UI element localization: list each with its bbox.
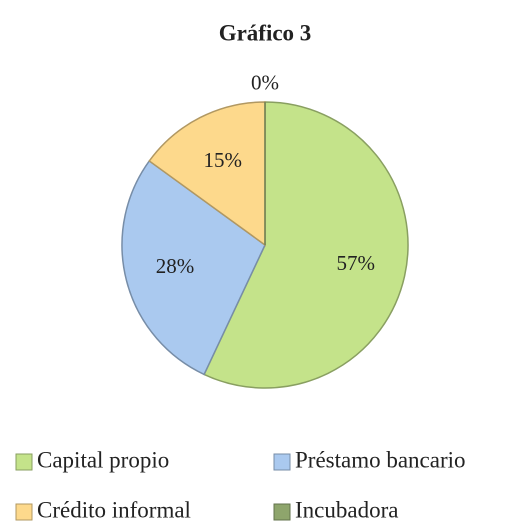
legend-swatch — [273, 503, 291, 521]
legend-swatch — [15, 503, 33, 521]
slice-label: 28% — [156, 254, 195, 278]
chart-title: Gráfico 3 — [219, 20, 312, 45]
legend-label: Capital propio — [37, 447, 169, 472]
slice-label: 57% — [336, 251, 375, 275]
slice-label: 0% — [251, 71, 279, 95]
legend-swatch — [15, 453, 33, 471]
legend-label: Incubadora — [295, 497, 398, 522]
legend-label: Préstamo bancario — [295, 447, 466, 472]
slice-label: 15% — [204, 148, 243, 172]
pie-slice — [203, 101, 409, 389]
legend-swatch — [273, 453, 291, 471]
pie-slice — [121, 159, 266, 376]
legend-label: Crédito informal — [37, 497, 191, 522]
pie-slice — [148, 101, 266, 247]
